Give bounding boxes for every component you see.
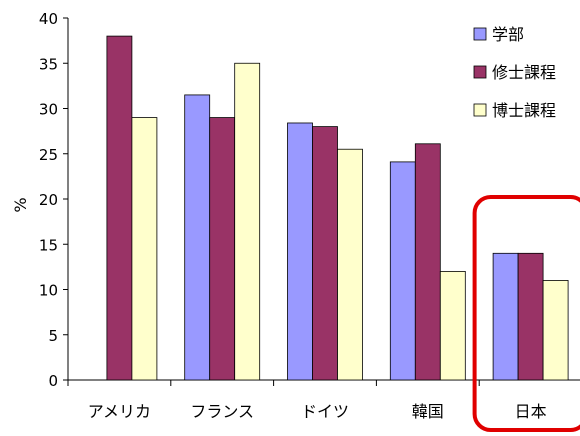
bar-日本-博士課程 [542,280,569,381]
legend-swatch-修士課程 [473,65,487,79]
legend-label-博士課程: 博士課程 [492,101,556,120]
x-tick-label-ドイツ: ドイツ [301,402,349,421]
y-tick-label-30: 30 [39,101,58,119]
x-tick-label-アメリカ: アメリカ [88,402,151,421]
y-tick-label-40: 40 [39,10,58,28]
legend-label-修士課程: 修士課程 [492,63,556,82]
y-tick-label-5: 5 [48,327,58,345]
bar-アメリカ-修士課程 [106,35,133,381]
highlight-box-日本 [472,195,580,432]
bar-日本-修士課程 [517,252,544,381]
bar-韓国-修士課程 [414,143,441,381]
y-tick-label-15: 15 [39,236,58,254]
legend-swatch-博士課程 [473,103,487,117]
x-tick-label-韓国: 韓国 [412,402,444,421]
legend-label-学部: 学部 [492,25,524,44]
y-tick-label-0: 0 [48,372,58,390]
y-tick-label-10: 10 [39,282,58,300]
bar-韓国-学部 [389,161,416,381]
bars-layer [106,35,569,381]
x-tick-label-フランス: フランス [190,402,254,421]
bar-アメリカ-博士課程 [131,117,158,381]
y-tick-label-25: 25 [39,146,58,164]
highlight-layer [472,195,580,432]
bar-ドイツ-博士課程 [337,148,363,381]
bar-ドイツ-修士課程 [312,126,338,381]
bar-フランス-博士課程 [234,62,261,381]
bar-韓国-博士課程 [439,270,466,381]
bar-日本-学部 [492,252,519,381]
bar-フランス-修士課程 [209,117,236,381]
bar-ドイツ-学部 [287,122,313,381]
legend-swatch-学部 [473,27,487,41]
bar-フランス-学部 [184,94,211,381]
y-tick-label-35: 35 [39,55,58,73]
y-tick-label-20: 20 [39,191,58,209]
y-axis-label: % [11,197,30,212]
x-tick-label-日本: 日本 [515,402,547,421]
